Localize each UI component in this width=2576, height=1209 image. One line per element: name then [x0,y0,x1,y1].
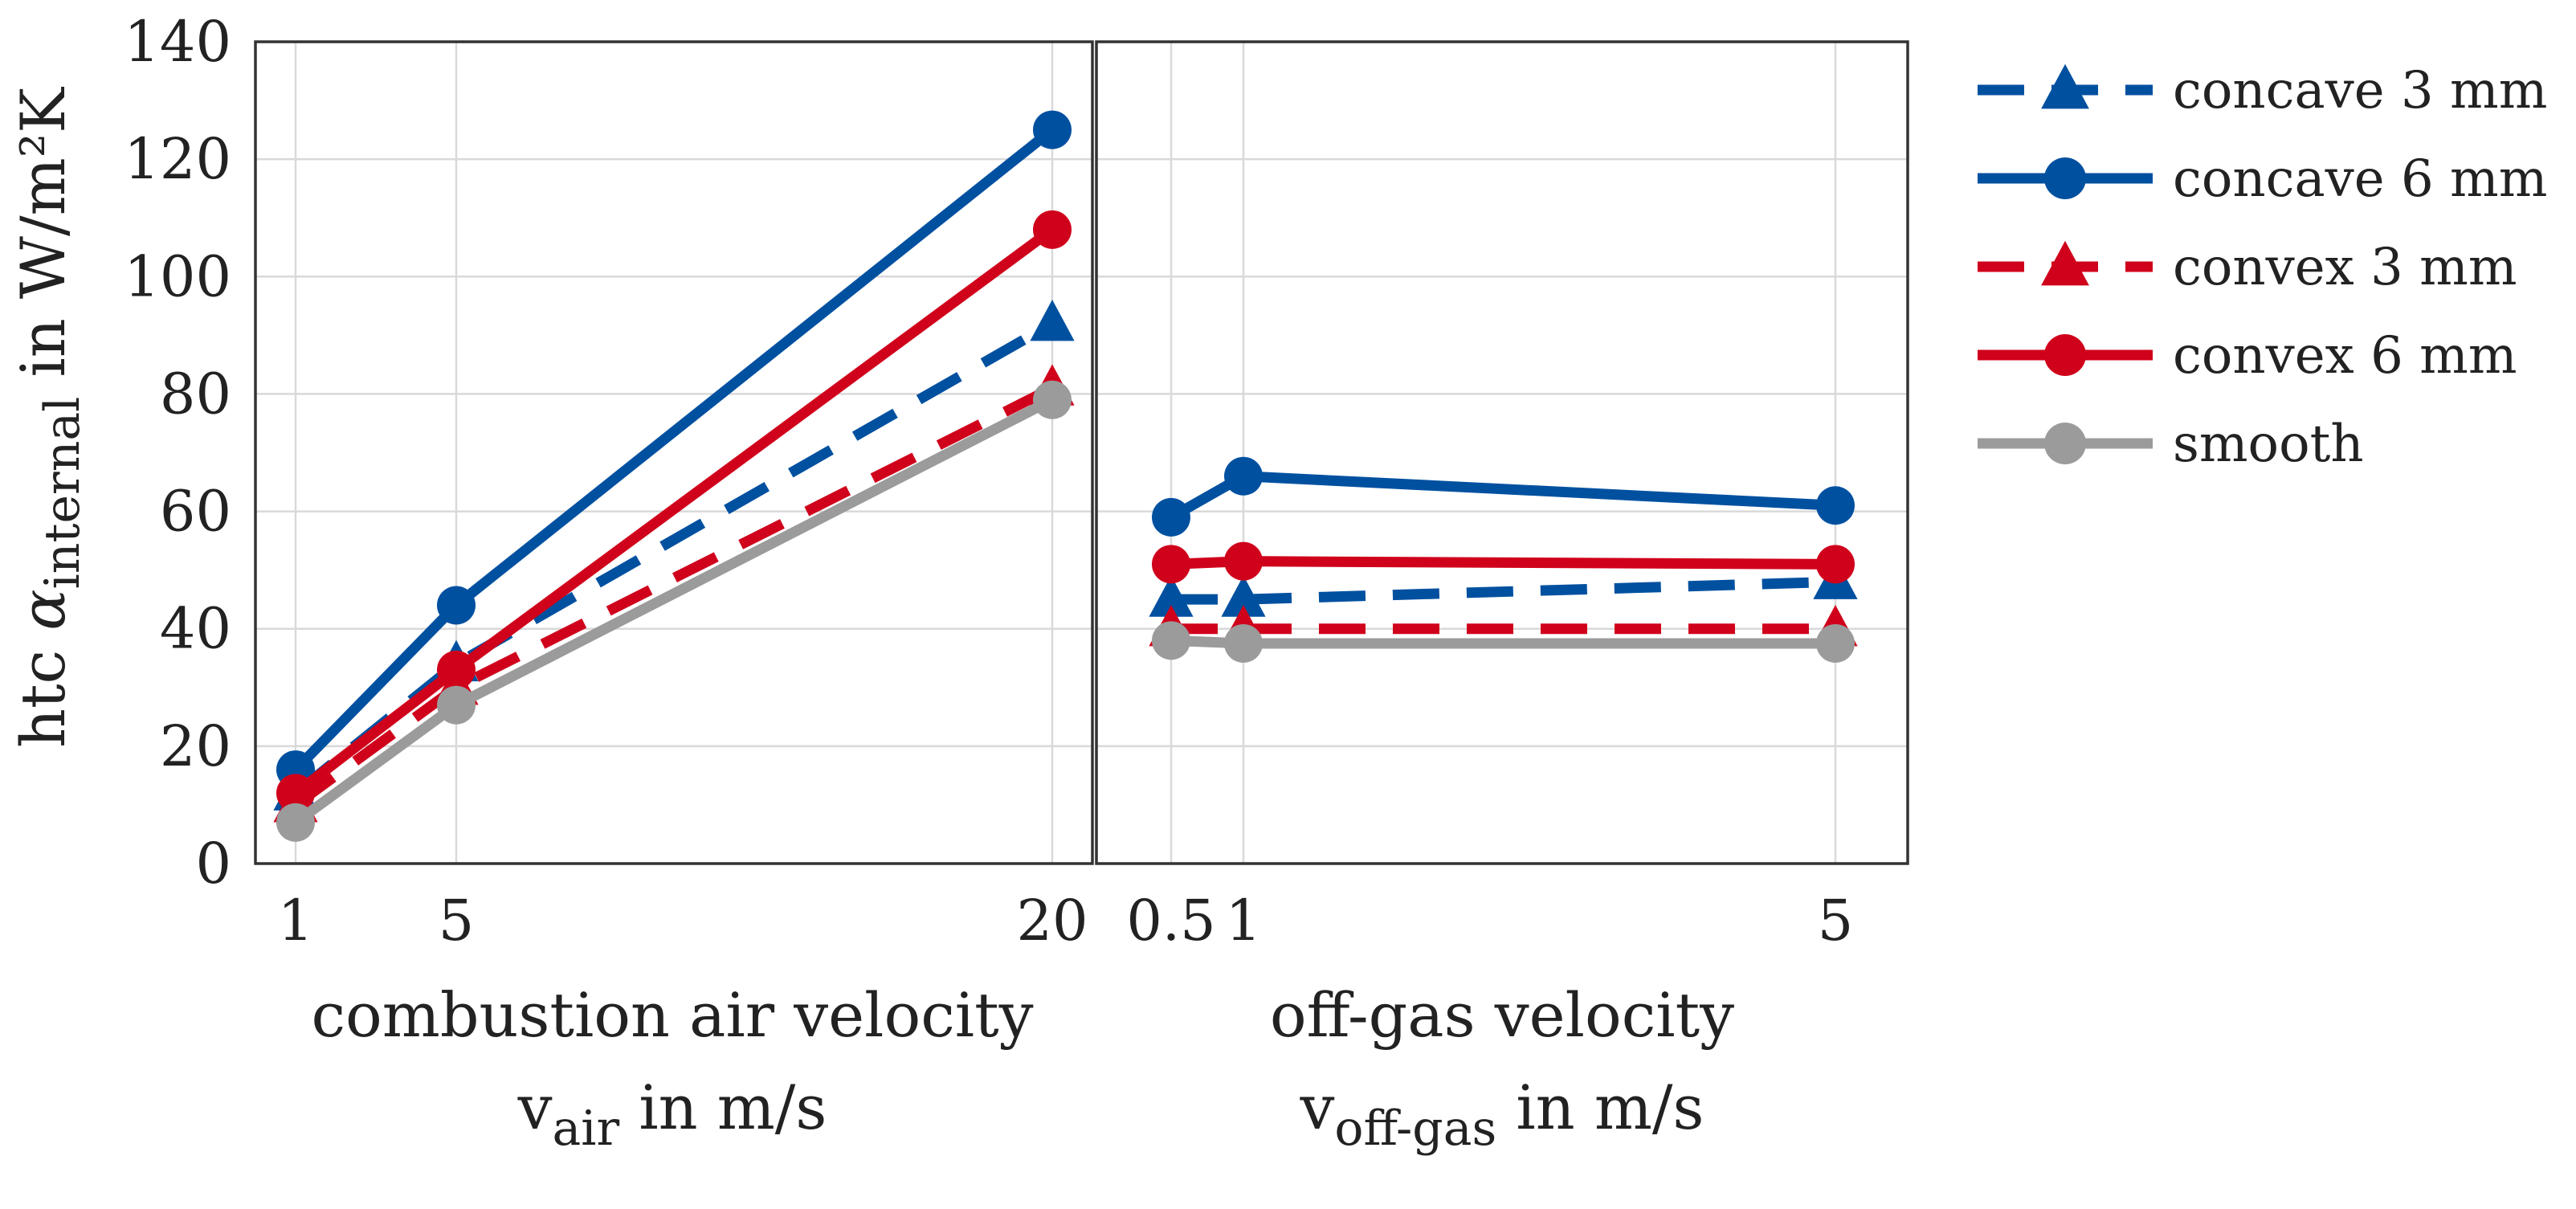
data-point-offgas-convex-6-mm-0-5 [1152,545,1190,584]
y-tick-label-140: 140 [124,9,231,75]
legend-item-concave-3-mm: concave 3 mm [1978,61,2547,120]
series-line-offgas-concave-3-mm [1171,576,1836,605]
y-tick-label-20: 20 [160,713,231,779]
series-line-offgas-convex-6-mm [1170,556,1836,570]
data-point-air-smooth-1 [276,803,315,842]
legend-item-convex-3-mm: convex 3 mm [1978,238,2517,297]
x-tick-label-offgas-5: 5 [1818,888,1854,954]
frame-layer [254,40,1909,865]
series-line-air-smooth [292,394,1055,827]
y-tick-label-80: 80 [160,361,231,427]
data-point-air-concave-6-mm-20 [1033,110,1072,149]
data-point-offgas-concave-3-mm-0-5 [1149,575,1194,617]
data-point-offgas-concave-6-mm-1 [1224,456,1263,496]
x-tick-label-air-5: 5 [439,888,475,954]
y-tick-label-60: 60 [160,479,231,545]
legend-marker-triangle [2041,240,2089,286]
legend-marker-triangle [2041,63,2089,109]
legend-item-concave-6-mm: concave 6 mm [1978,149,2547,209]
y-tick-label-100: 100 [124,243,231,309]
legend-marker-circle [2044,157,2086,199]
x-axis-title-offgas-line2: voff-gas in m/s [1299,1072,1704,1157]
plot-frame-air [254,40,1094,865]
data-point-air-convex-6-mm-20 [1033,210,1072,249]
data-point-offgas-smooth-5 [1816,623,1855,663]
y-axis-title: htc αinternal in W/m²K [7,87,91,748]
y-tick-label-40: 40 [160,596,231,662]
y-tick-label-120: 120 [124,126,231,192]
y-tick-label-0: 0 [195,831,231,897]
data-point-offgas-smooth-1 [1224,623,1263,663]
legend-item-smooth: smooth [1978,415,2364,474]
legend-label: concave 6 mm [2173,149,2547,209]
legend-item-convex-6-mm: convex 6 mm [1978,326,2517,386]
x-axis-title-offgas-line1: off-gas velocity [1270,979,1734,1051]
legend-marker-circle [2044,423,2086,464]
x-axis-title-air-line1: combustion air velocity [311,979,1033,1051]
legend: concave 3 mm concave 6 mm convex 3 mm conve… [1978,61,2547,474]
plot-frame-offgas [1095,40,1909,865]
data-point-offgas-concave-6-mm-5 [1816,486,1855,525]
x-tick-label-offgas-0-5: 0.5 [1126,888,1215,954]
x-tick-label-air-20: 20 [1016,888,1088,954]
series-layer [273,110,1858,842]
x-tick-label-offgas-1: 1 [1226,888,1262,954]
legend-label: convex 3 mm [2173,238,2517,297]
data-point-offgas-convex-6-mm-5 [1816,545,1855,584]
data-point-air-concave-6-mm-5 [437,586,476,625]
data-point-air-concave-3-mm-20 [1030,299,1075,341]
series-line-offgas-smooth [1170,635,1835,649]
data-point-air-convex-6-mm-5 [437,650,476,689]
data-point-air-convex-6-mm-1 [276,774,315,813]
legend-label: concave 3 mm [2173,61,2547,120]
series-line-air-concave-6-mm [292,125,1056,774]
data-point-air-smooth-5 [437,685,476,725]
data-point-offgas-concave-3-mm-1 [1221,575,1266,617]
x-tick-label-air-1: 1 [278,888,314,954]
legend-label: convex 6 mm [2173,326,2517,386]
data-point-offgas-concave-6-mm-0-5 [1152,497,1190,537]
data-point-air-smooth-20 [1033,380,1072,419]
legend-label: smooth [2173,415,2364,474]
grid-layer [255,42,1908,864]
data-point-offgas-convex-6-mm-1 [1224,541,1263,581]
legend-marker-circle [2044,334,2086,376]
data-point-offgas-smooth-0-5 [1152,621,1190,660]
x-axis-title-air-line2: vair in m/s [517,1072,827,1157]
